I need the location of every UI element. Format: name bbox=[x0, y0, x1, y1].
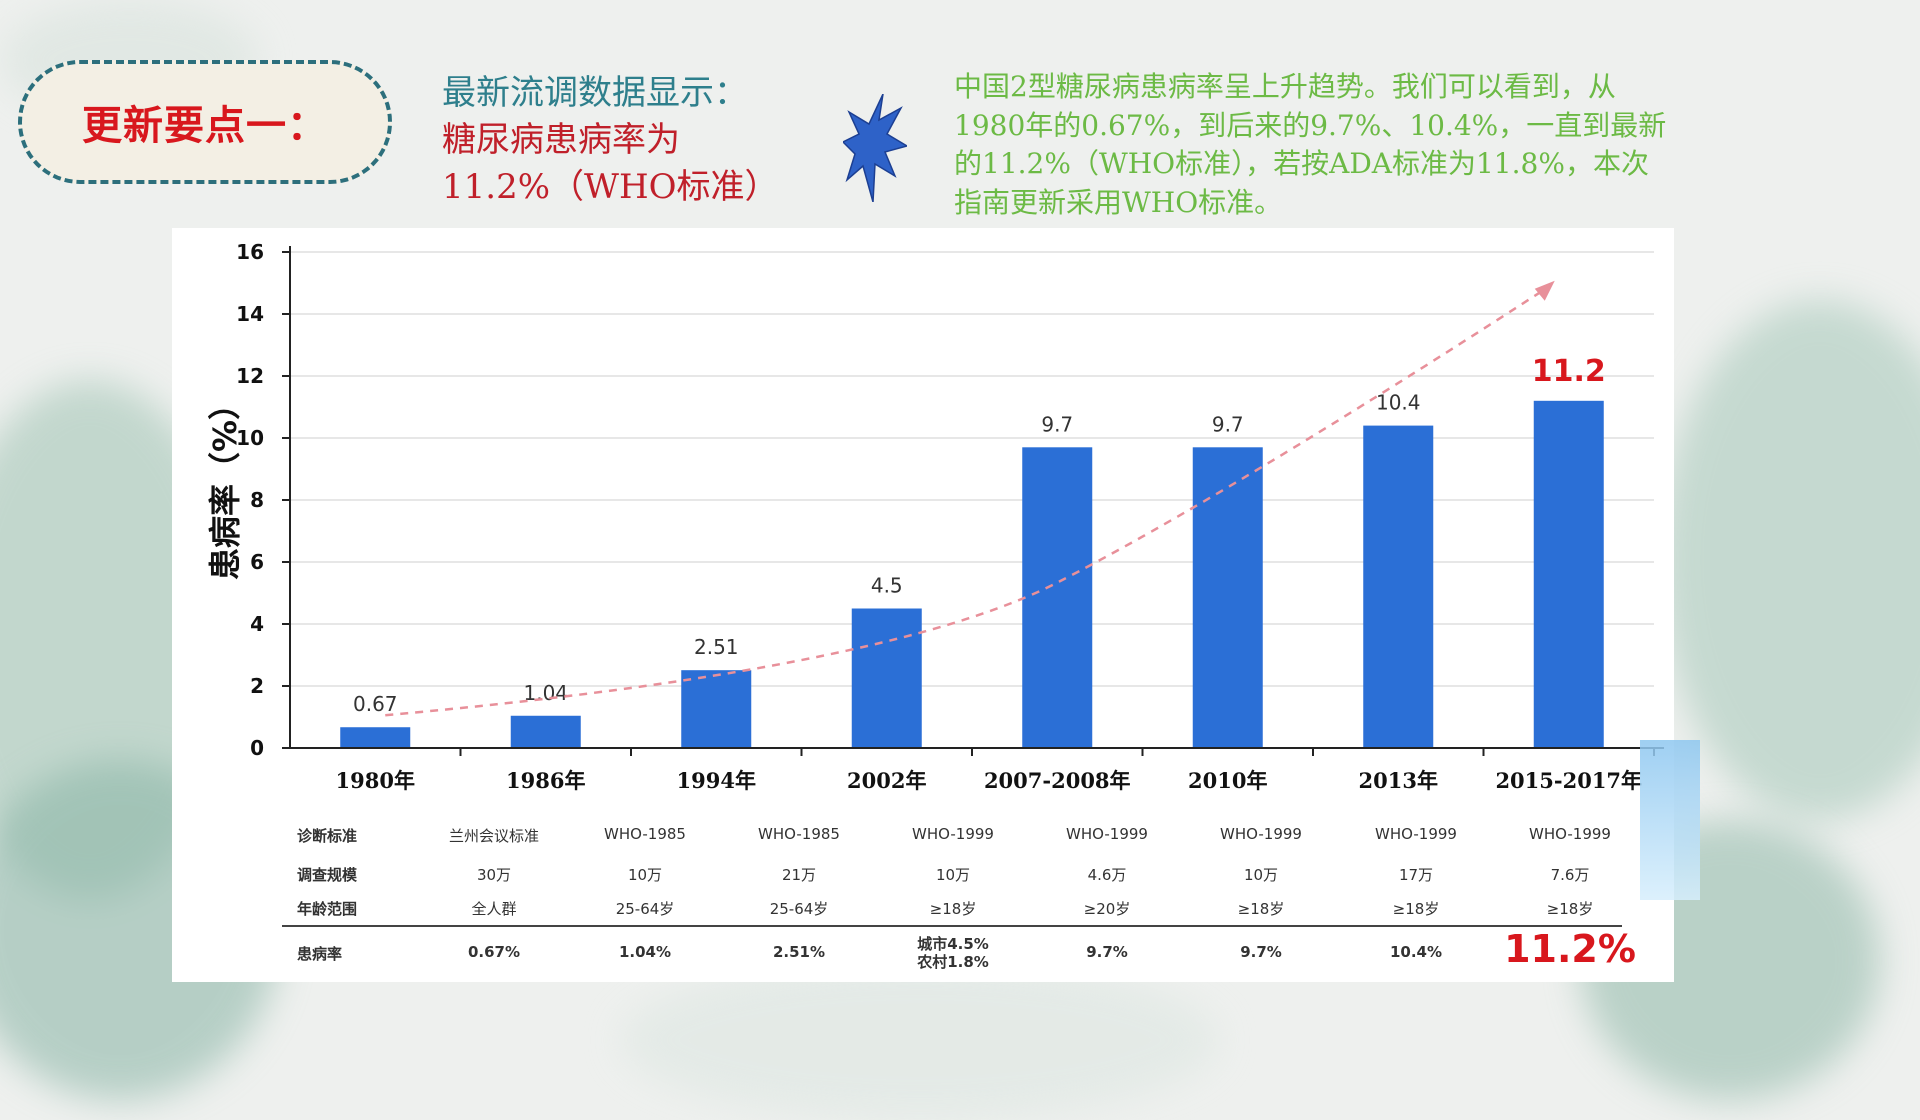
trend-arrow bbox=[385, 285, 1550, 717]
headline-line-1: 最新流调数据显示： bbox=[442, 73, 748, 113]
table-cell: 9.7% bbox=[1240, 943, 1282, 961]
table-cell: ≥18岁 bbox=[1237, 900, 1285, 918]
bar bbox=[1533, 400, 1604, 748]
final-prevalence: 11.2% bbox=[1504, 927, 1636, 971]
x-tick-label: 2013年 bbox=[1359, 768, 1438, 793]
table-cell: 10万 bbox=[627, 866, 663, 884]
table-cell: 7.6万 bbox=[1550, 866, 1590, 884]
y-tick-label: 8 bbox=[250, 488, 264, 512]
table-cell: 1.04% bbox=[618, 943, 672, 961]
table-row-label: 诊断标准 bbox=[297, 827, 358, 845]
x-tick-label: 2002年 bbox=[847, 768, 926, 793]
x-axis-labels: 1980年 1986年 1994年 2002年 2007-2008年 2010年 2013年… bbox=[336, 748, 1655, 793]
grid-lines bbox=[290, 251, 1654, 687]
bar bbox=[340, 727, 411, 748]
headline-line-3: 11.2%（WHO标准） bbox=[442, 167, 779, 207]
table-cell: 0.67% bbox=[467, 943, 521, 961]
table-cell: WHO-1999 bbox=[1375, 825, 1457, 843]
corner-decoration bbox=[1640, 740, 1700, 900]
table-row-label: 年龄范围 bbox=[297, 900, 358, 918]
table-cell: 10.4% bbox=[1389, 943, 1443, 961]
bar-chart: 0 2 4 6 8 10 12 14 16 0.67 1.04 2.51 4.5 9.7 9.7 10.4 1… bbox=[236, 240, 1664, 793]
table-cell: WHO-1999 bbox=[912, 825, 994, 843]
background-wash-bottom bbox=[620, 960, 1220, 1120]
description: 中国2型糖尿病患病率呈上升趋势。我们可以看到，从 1980年的0.67%，到后来… bbox=[954, 68, 1744, 222]
bar-value-label: 2.51 bbox=[694, 635, 739, 659]
y-tick-label: 6 bbox=[250, 550, 264, 574]
table-cell: 9.7% bbox=[1086, 943, 1128, 961]
y-axis-title: 患病率（%） bbox=[206, 387, 244, 580]
table-cell: 25-64岁 bbox=[769, 900, 829, 918]
survey-table: 诊断标准 兰州会议标准 WHO-1985 WHO-1985 WHO-1999 WHO-19… bbox=[172, 803, 1674, 983]
table-cell: 30万 bbox=[476, 866, 512, 884]
table-cell: 兰州会议标准 bbox=[448, 827, 540, 845]
y-tick-label: 16 bbox=[236, 240, 264, 264]
description-line-1: 中国2型糖尿病患病率呈上升趋势。我们可以看到，从 bbox=[954, 70, 1616, 103]
table-cell: ≥18岁 bbox=[929, 900, 977, 918]
table-cell: 城市4.5% 农村1.8% bbox=[917, 935, 989, 971]
table-cell: WHO-1985 bbox=[758, 825, 840, 843]
table-row-label: 调查规模 bbox=[297, 866, 358, 884]
key-point-label: 更新要点一： bbox=[82, 102, 328, 149]
bar bbox=[510, 715, 581, 748]
table-cell: 10万 bbox=[1243, 866, 1279, 884]
bar-value-label: 0.67 bbox=[353, 692, 398, 716]
value-labels: 0.67 1.04 2.51 4.5 9.7 9.7 10.4 11.2 bbox=[353, 354, 1606, 716]
headline: 最新流调数据显示： 糖尿病患病率为 11.2%（WHO标准） bbox=[442, 70, 802, 211]
bar-value-label: 10.4 bbox=[1376, 391, 1421, 415]
y-tick-label: 14 bbox=[236, 302, 264, 326]
bar-value-label: 9.7 bbox=[1212, 412, 1244, 436]
y-tick-label: 10 bbox=[236, 426, 264, 450]
bar bbox=[851, 608, 922, 748]
headline-line-2: 糖尿病患病率为 bbox=[442, 120, 680, 160]
table-cell: 全人群 bbox=[471, 900, 517, 918]
background-foliage-right bbox=[1660, 300, 1920, 820]
table-cell: 2.51% bbox=[772, 943, 826, 961]
bar bbox=[1363, 425, 1434, 748]
bars bbox=[340, 400, 1604, 748]
bar-value-label: 11.2 bbox=[1532, 354, 1606, 389]
bar-value-label: 1.04 bbox=[523, 681, 568, 705]
table-cell: WHO-1999 bbox=[1220, 825, 1302, 843]
x-tick-label: 2007-2008年 bbox=[984, 768, 1131, 793]
y-tick-label: 2 bbox=[250, 674, 264, 698]
description-line-4: 指南更新采用WHO标准。 bbox=[954, 185, 1283, 219]
description-line-3: 的11.2%（WHO标准），若按ADA标准为11.8%，本次 bbox=[954, 147, 1649, 180]
x-tick-label: 1986年 bbox=[506, 768, 585, 793]
y-tick-label: 0 bbox=[250, 736, 264, 760]
table-cell: WHO-1999 bbox=[1066, 825, 1148, 843]
y-tick-label: 12 bbox=[236, 364, 264, 388]
bar bbox=[681, 670, 752, 748]
table-cell: WHO-1985 bbox=[604, 825, 686, 843]
table-row-label: 患病率 bbox=[297, 945, 343, 963]
table-cell: WHO-1999 bbox=[1529, 825, 1611, 843]
x-tick-label: 1980年 bbox=[336, 768, 415, 793]
key-point-badge: 更新要点一： bbox=[18, 60, 392, 184]
bar-value-label: 9.7 bbox=[1041, 412, 1073, 436]
bar bbox=[1192, 447, 1263, 748]
y-tick-label: 4 bbox=[250, 612, 264, 636]
table-cell: ≥18岁 bbox=[1392, 900, 1440, 918]
x-tick-label: 1994年 bbox=[677, 768, 756, 793]
bar bbox=[1022, 447, 1093, 748]
description-line-2: 1980年的0.67%，到后来的9.7%、10.4%，一直到最新 bbox=[954, 108, 1667, 142]
starburst-icon bbox=[843, 94, 907, 202]
table-cell: 17万 bbox=[1398, 866, 1434, 884]
bar-value-label: 4.5 bbox=[871, 574, 903, 598]
table-cell: 4.6万 bbox=[1087, 866, 1127, 884]
table-cell: 10万 bbox=[935, 866, 971, 884]
x-tick-label: 2015-2017年 bbox=[1495, 768, 1642, 793]
chart-panel: 0 2 4 6 8 10 12 14 16 0.67 1.04 2.51 4.5 9.7 9.7 10.4 1… bbox=[172, 228, 1674, 982]
table-cell: 21万 bbox=[781, 866, 817, 884]
trend-arrowhead bbox=[1534, 280, 1555, 301]
table-cell: 25-64岁 bbox=[615, 900, 675, 918]
x-tick-label: 2010年 bbox=[1188, 768, 1267, 793]
table-cell: ≥18岁 bbox=[1546, 900, 1594, 918]
y-axis-ticks: 0 2 4 6 8 10 12 14 16 bbox=[236, 240, 290, 760]
table-cell: ≥20岁 bbox=[1083, 900, 1131, 918]
table-divider bbox=[282, 925, 1622, 927]
